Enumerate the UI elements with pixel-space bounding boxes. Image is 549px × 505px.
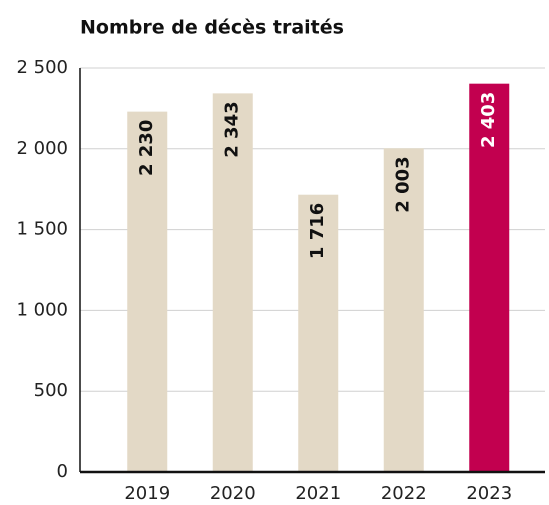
y-tick-label: 0 bbox=[57, 461, 68, 482]
bar bbox=[469, 83, 510, 472]
x-tick-label: 2020 bbox=[210, 483, 256, 504]
chart-title: Nombre de décès traités bbox=[80, 17, 344, 39]
value-label: 2 403 bbox=[478, 92, 499, 148]
value-label: 2 230 bbox=[136, 120, 157, 176]
bar bbox=[127, 111, 168, 472]
bar bbox=[298, 194, 339, 472]
y-tick-label: 2 500 bbox=[16, 57, 68, 78]
y-tick-label: 1 000 bbox=[16, 299, 68, 320]
x-tick-label: 2021 bbox=[295, 483, 341, 504]
bar bbox=[383, 148, 424, 473]
y-tick-label: 500 bbox=[34, 380, 68, 401]
value-label: 1 716 bbox=[307, 203, 328, 259]
x-tick-label: 2022 bbox=[381, 483, 427, 504]
y-tick-label: 2 000 bbox=[16, 138, 68, 159]
bar bbox=[212, 93, 253, 472]
value-label: 2 003 bbox=[393, 156, 414, 212]
value-label: 2 343 bbox=[222, 101, 243, 157]
x-tick-label: 2023 bbox=[466, 483, 512, 504]
y-tick-label: 1 500 bbox=[16, 219, 68, 240]
x-tick-label: 2019 bbox=[124, 483, 170, 504]
